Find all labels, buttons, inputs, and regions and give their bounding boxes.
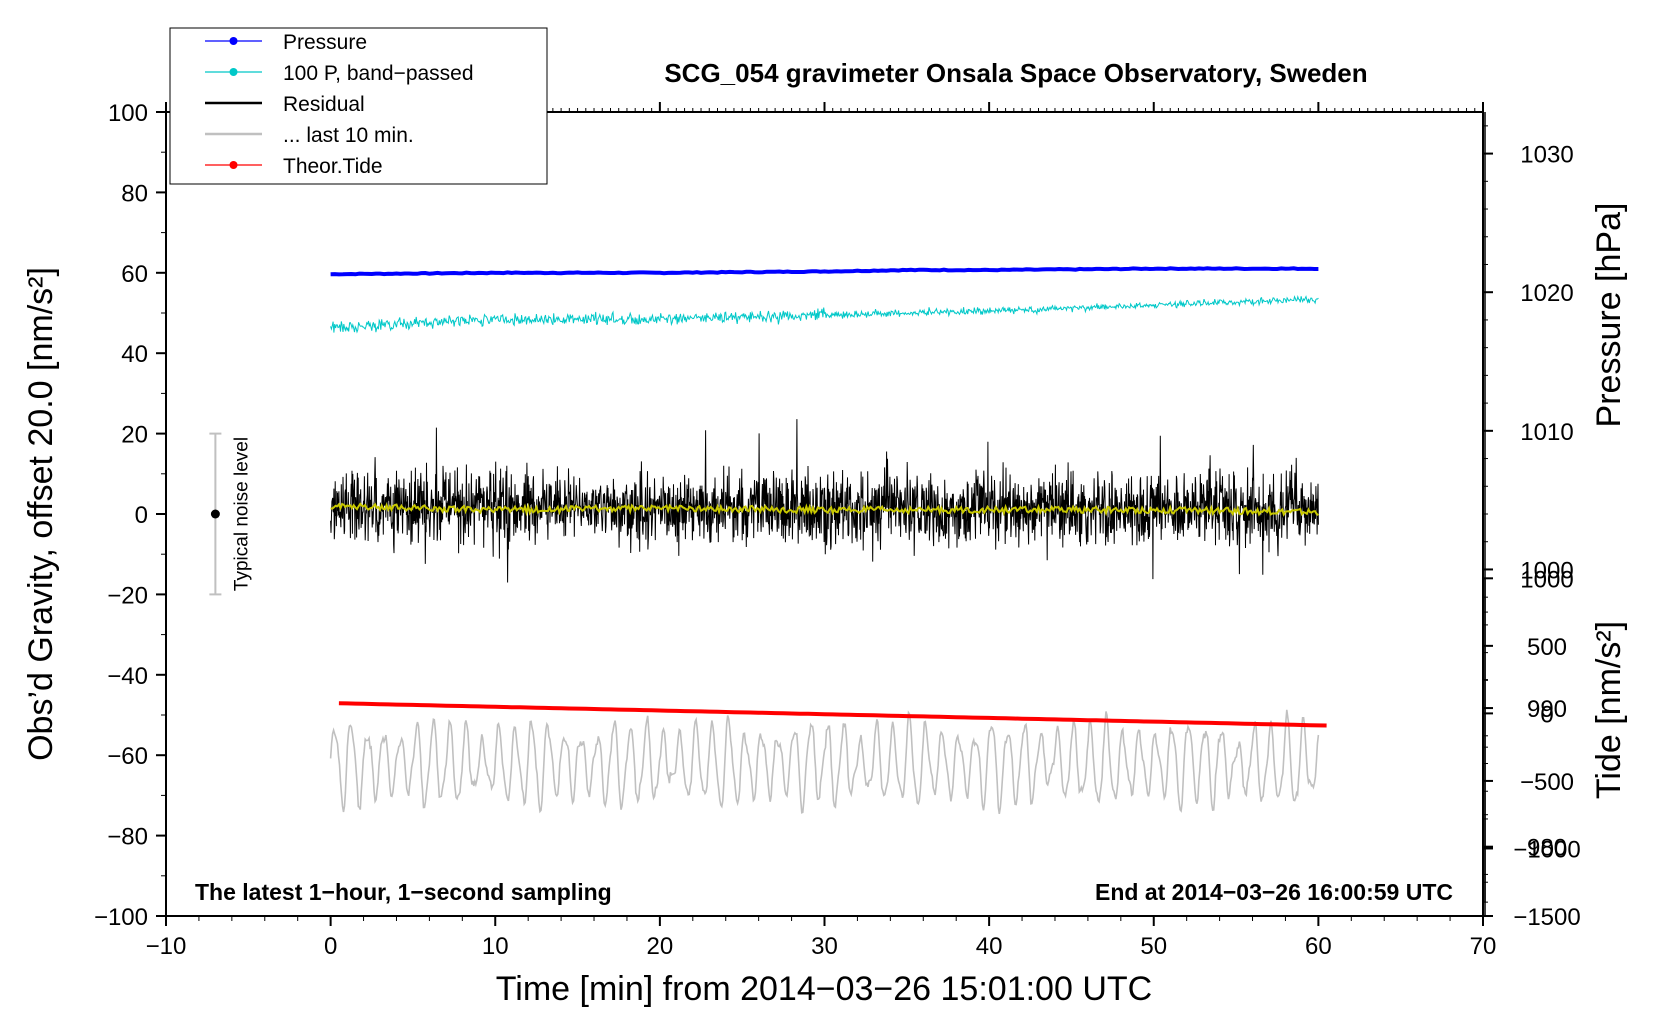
residual-line	[330, 419, 1319, 583]
noise-bar-center-dot	[210, 509, 220, 519]
y-tick-label: −60	[107, 743, 148, 770]
legend-label: 100 P, band−passed	[283, 62, 474, 85]
legend-box	[169, 27, 548, 185]
tide-tick-label: −1000	[1513, 836, 1580, 863]
legend-swatch-marker	[229, 68, 238, 76]
pressure-line	[330, 266, 1319, 277]
legend-entries: Pressure 100 P, band−passed Residual ... la…	[205, 31, 474, 178]
y-tick-label: −80	[107, 824, 148, 851]
end-time-note: End at 2014−03−26 16:00:59 UTC	[1095, 879, 1453, 905]
noise-level-bar: Typical noise level	[209, 432, 252, 596]
tide-tick-label: 0	[1540, 701, 1553, 728]
y-tick-label: −20	[107, 582, 148, 609]
legend-entry: 100 P, band−passed	[205, 62, 474, 85]
pressure-tick-label: 980	[1527, 835, 1567, 862]
chart-title: SCG_054 gravimeter Onsala Space Observat…	[664, 58, 1367, 88]
legend: Pressure 100 P, band−passed Residual ... la…	[169, 27, 548, 185]
legend-label: ... last 10 min.	[283, 124, 414, 147]
bandpassed-line	[330, 295, 1319, 334]
legend-label: Pressure	[283, 31, 367, 54]
y-tick-label: −40	[107, 663, 148, 690]
x-tick-label: 10	[482, 933, 509, 960]
x-tick-label: 60	[1305, 933, 1332, 960]
noise-bar-label: Typical noise level	[231, 437, 252, 591]
y-axis-title-left: Obs’d Gravity, offset 20.0 [nm/s²]	[22, 267, 60, 761]
pressure-tick-label: 1020	[1520, 280, 1573, 307]
pressure-tick-label: 1010	[1520, 419, 1573, 446]
x-tick-label: 0	[324, 933, 337, 960]
y-tick-label: 0	[135, 502, 148, 529]
tide-tick-label: 500	[1527, 634, 1567, 661]
legend-entry: Theor.Tide	[205, 155, 383, 178]
legend-entry: ... last 10 min.	[205, 124, 414, 147]
legend-swatch-marker	[229, 37, 238, 45]
legend-entry: Pressure	[205, 31, 367, 54]
pressure-axis-title: Pressure [hPa]	[1590, 203, 1628, 428]
pressure-tick-label: 1000	[1520, 557, 1573, 584]
tide-axis-title: Tide [nm/s²]	[1590, 621, 1628, 799]
x-axis-title: Time [min] from 2014−03−26 15:01:00 UTC	[496, 970, 1152, 1008]
last-10-min-line	[329, 709, 1320, 815]
x-tick-label: −10	[146, 933, 187, 960]
y-tick-label: −100	[94, 904, 148, 931]
tide-tick-label: −500	[1520, 769, 1574, 796]
y-tick-label: 40	[121, 341, 148, 368]
series-layer: Typical noise level	[209, 266, 1327, 815]
x-tick-label: 30	[811, 933, 838, 960]
x-tick-label: 20	[647, 933, 674, 960]
pressure-tick-label: 1030	[1520, 142, 1573, 169]
x-tick-label: 50	[1140, 933, 1167, 960]
y-tick-label: 80	[121, 180, 148, 207]
legend-swatch-marker	[229, 161, 238, 169]
legend-label: Theor.Tide	[283, 155, 383, 178]
y-tick-label: 60	[121, 261, 148, 288]
sampling-note: The latest 1−hour, 1−second sampling	[195, 879, 612, 905]
axes-layer: −10 0 10 20 30 40 50 60 70−100−80−60−40−20020406…	[94, 100, 1581, 960]
tide-tick-label: −1500	[1513, 904, 1580, 931]
x-tick-label: 70	[1470, 933, 1497, 960]
tide-line	[338, 701, 1327, 728]
x-tick-label: 40	[976, 933, 1003, 960]
pressure-tick-label: 990	[1527, 696, 1567, 723]
legend-entry: Residual	[205, 93, 365, 116]
legend-label: Residual	[283, 93, 365, 116]
tide-tick-label: 1000	[1520, 566, 1573, 593]
y-tick-label: 20	[121, 422, 148, 449]
smoothed-residual-line	[330, 502, 1319, 517]
y-tick-label: 100	[108, 100, 148, 127]
